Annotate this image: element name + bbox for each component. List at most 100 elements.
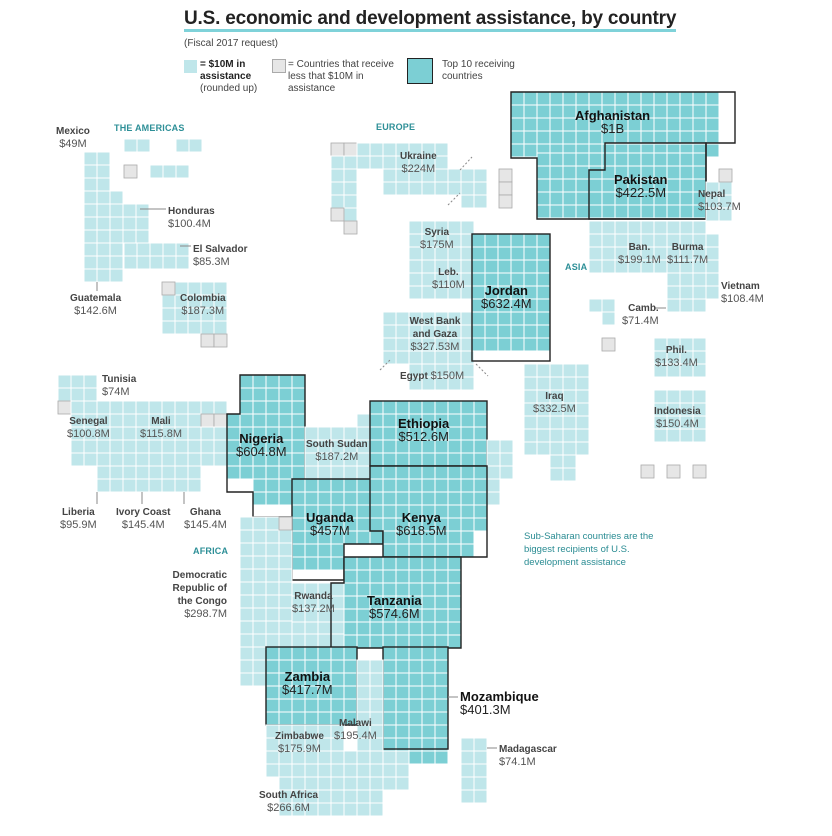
mexico-tiles [96,177,111,192]
mexico-tiles [83,177,98,192]
indonesia-tiles [679,389,694,404]
afghanistan-tiles [510,143,525,158]
zambia-tiles [330,659,345,674]
el-salvador-tiles [175,255,190,270]
drc-tiles [239,672,254,687]
el-salvador-tiles [162,255,177,270]
kenya-tiles [473,465,488,480]
small-country-tile [278,516,293,531]
kenya-tiles [382,517,397,532]
west-bank-tiles [382,350,397,365]
europe-tiles [330,168,345,183]
tanzania-tiles [421,582,436,597]
afghanistan-tiles [536,204,551,219]
country-label-malawi: Malawi $195.4M [334,718,377,742]
afghanistan-tiles [575,91,590,106]
west-africa-tiles [148,400,163,415]
egypt-divider [475,363,489,377]
south-sudan-tiles [356,465,371,480]
west-africa-tiles [200,400,215,415]
mozambique-tiles [408,750,423,765]
cambodia-tiles [601,311,616,326]
zimbabwe-tiles [304,763,319,778]
drc-tiles [265,555,280,570]
zambia-tiles [265,646,280,661]
south-sudan-tiles [330,465,345,480]
drc-tiles [252,542,267,557]
west-africa-tiles [135,400,150,415]
mozambique-tiles [395,672,410,687]
tanzania-tiles [408,569,423,584]
west-africa-tiles [109,413,124,428]
ethiopia-tiles [473,426,488,441]
kenya-tiles [473,478,488,493]
mozambique-tiles [382,646,397,661]
ethiopia-tiles [395,400,410,415]
europe-tiles [343,207,358,222]
legend-tile-swatch [184,60,197,73]
iraq-tiles [523,441,538,456]
west-africa-tiles [161,439,176,454]
tanzania-tiles [434,608,449,623]
pakistan-tiles [666,152,681,167]
ivory-coast-tiles [96,452,111,467]
tanzania-tiles [356,634,371,649]
ethiopia-tiles [382,452,397,467]
annotation-note: Sub-Saharan countries are the biggest re… [524,531,654,568]
mozambique-tiles [395,724,410,739]
nigeria-tiles [278,413,293,428]
west-africa-tiles [148,439,163,454]
west-africa-tiles [161,400,176,415]
mozambique-tiles [382,685,397,700]
country-label-ivory-coast: Ivory Coast $145.4M [116,507,171,531]
country-label-vietnam: Vietnam $108.4M [721,281,764,305]
uganda-tiles [356,530,371,545]
honduras-tiles [122,229,137,244]
guatemala-tiles [96,255,111,270]
drc-tiles [252,646,267,661]
country-label-nigeria: Nigeria $604.8M [236,431,287,459]
west-africa-tiles [109,426,124,441]
iraq-tiles [575,402,590,417]
indonesia-tiles [692,389,707,404]
iraq-tiles [549,363,564,378]
west-africa-tiles [187,413,202,428]
europe-tiles [343,155,358,170]
ghana-tiles [213,452,228,467]
bangladesh-tiles [601,246,616,261]
nigeria-tiles [291,374,306,389]
colombia-tiles [187,320,202,335]
tanzania-tiles [369,621,384,636]
mozambique-tiles [421,711,436,726]
afghanistan-tiles [575,204,590,219]
jordan-tiles [497,233,512,248]
afghanistan-tiles [549,91,564,106]
nigeria-tiles [239,387,254,402]
afghanistan-tiles [653,104,668,119]
ethiopia-tiles [460,400,475,415]
nigeria-tiles [278,478,293,493]
cambodia-tiles [666,298,681,313]
mozambique-tiles [434,646,449,661]
country-label-camb: Camb. $71.4M [622,303,659,327]
el-salvador-tiles [136,255,151,270]
drc-tiles [265,607,280,622]
ghana-tiles [200,439,215,454]
tanzania-tiles [447,582,462,597]
jordan-tiles [510,311,525,326]
west-africa-tiles [122,426,137,441]
iraq-tiles [562,454,577,469]
afghanistan-tiles [679,104,694,119]
uganda-tiles [356,491,371,506]
small-country-tile [213,333,228,348]
nigeria-tiles [278,387,293,402]
mexico-tiles [96,164,111,179]
pakistan-tiles [588,178,603,193]
kenya-tiles [447,504,462,519]
bangladesh-tiles [627,220,642,235]
ukraine-tiles [382,168,397,183]
drc-tiles [239,529,254,544]
pakistan-tiles [640,204,655,219]
kenya-tiles [460,504,475,519]
